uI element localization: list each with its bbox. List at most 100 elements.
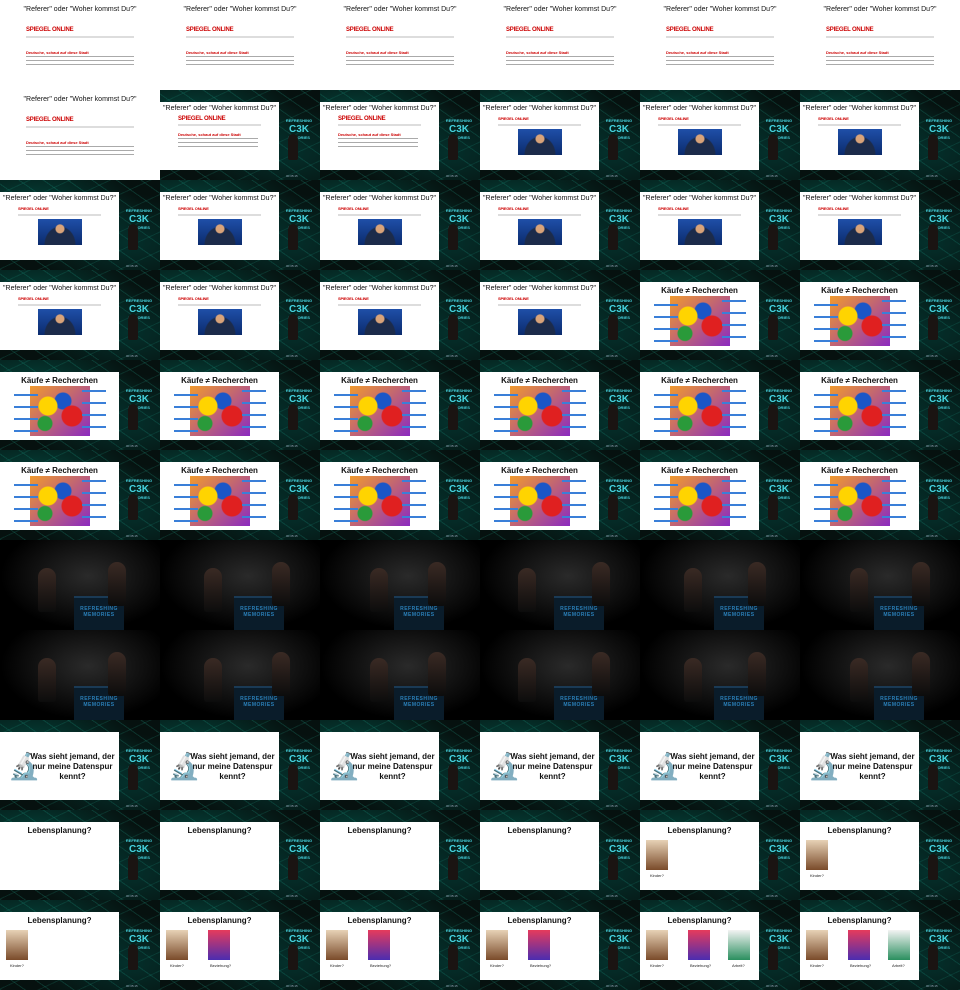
article-title: Deutsche, schaut auf diese Stadt — [826, 50, 889, 55]
timestamp: 00:35:15 — [286, 444, 298, 448]
thumbnail-referer-spiegel[interactable]: "Referer" oder "Woher kommst Du?" SPIEGEL… — [320, 0, 480, 90]
thumbnail-leben[interactable]: Lebensplanung? Kinder? REFRESHING C3K MEMORI… — [0, 900, 160, 990]
thumbnail-stage[interactable]: REFRESHING MEMORIES — [640, 540, 800, 630]
nav-bar — [26, 36, 134, 38]
thumbnail-stage[interactable]: REFRESHING MEMORIES — [160, 630, 320, 720]
book-cover — [528, 930, 550, 960]
thumbnail-referer-spiegel[interactable]: "Referer" oder "Woher kommst Du?" SPIEGEL… — [0, 0, 160, 90]
thumbnail-kaeufe[interactable]: Käufe ≠ Recherchen REFRESHING C3K MEMORIES 0… — [0, 360, 160, 450]
thumbnail-referer-spiegel[interactable]: "Referer" oder "Woher kommst Du?" SPIEGEL… — [160, 0, 320, 90]
thumbnail-referer-spiegel[interactable]: "Referer" oder "Woher kommst Du?" SPIEGEL… — [480, 0, 640, 90]
thumbnail-referer-video[interactable]: "Referer" oder "Woher kommst Du?" SPIEGEL… — [0, 270, 160, 360]
slide: Lebensplanung? — [0, 822, 119, 890]
thumbnail-kaeufe[interactable]: Käufe ≠ Recherchen REFRESHING C3K MEMORIES 0… — [800, 360, 960, 450]
thumbnail-leben[interactable]: Lebensplanung? Kinder? REFRESHING C3K MEMORI… — [800, 810, 960, 900]
thumbnail-stage[interactable]: REFRESHING MEMORIES — [480, 630, 640, 720]
thumbnail-stage[interactable]: REFRESHING MEMORIES — [160, 540, 320, 630]
thumbnail-stage[interactable]: REFRESHING MEMORIES — [320, 540, 480, 630]
speaker-mini — [288, 134, 298, 160]
thumbnail-referer-video[interactable]: "Referer" oder "Woher kommst Du?" SPIEGEL… — [320, 180, 480, 270]
thumbnail-leben[interactable]: Lebensplanung? REFRESHING C3K MEMORIES 00:35… — [0, 810, 160, 900]
thumbnail-stage[interactable]: REFRESHING MEMORIES — [800, 630, 960, 720]
thumbnail-referer-video[interactable]: "Referer" oder "Woher kommst Du?" SPIEGEL… — [800, 90, 960, 180]
thumbnail-referer-video[interactable]: "Referer" oder "Woher kommst Du?" SPIEGEL… — [160, 270, 320, 360]
thumbnail-leben[interactable]: Lebensplanung? REFRESHING C3K MEMORIES 00:35… — [160, 810, 320, 900]
slide-title: "Referer" oder "Woher kommst Du?" — [663, 6, 777, 13]
book-caption: Kinder? — [10, 963, 24, 968]
thumbnail-datenspur[interactable]: 🔬 Was sieht jemand, der nur meine Datensp… — [640, 720, 800, 810]
thumbnail-kaeufe[interactable]: Käufe ≠ Recherchen REFRESHING C3K MEMORIES 0… — [480, 450, 640, 540]
arrow — [174, 520, 198, 522]
thumbnail-referer-video[interactable]: "Referer" oder "Woher kommst Du?" SPIEGEL… — [320, 270, 480, 360]
nav-bar — [506, 36, 614, 38]
thumbnail-referer-spiegel[interactable]: "Referer" oder "Woher kommst Du?" SPIEGEL… — [0, 90, 160, 180]
thumbnail-referer-video[interactable]: "Referer" oder "Woher kommst Du?" SPIEGEL… — [480, 90, 640, 180]
thumbnail-kaeufe[interactable]: Käufe ≠ Recherchen REFRESHING C3K MEMORIES 0… — [160, 450, 320, 540]
thumbnail-referer-spiegel[interactable]: "Referer" oder "Woher kommst Du?" SPIEGEL… — [800, 0, 960, 90]
thumbnail-referer-video[interactable]: "Referer" oder "Woher kommst Du?" SPIEGEL… — [480, 180, 640, 270]
thumbnail-leben[interactable]: Lebensplanung? Kinder? Beziehung? REFRESHIN… — [480, 900, 640, 990]
arrow — [722, 402, 746, 404]
thumbnail-datenspur[interactable]: 🔬 Was sieht jemand, der nur meine Datensp… — [800, 720, 960, 810]
thumbnail-stage[interactable]: REFRESHING MEMORIES — [800, 540, 960, 630]
thumbnail-stage[interactable]: REFRESHING MEMORIES — [480, 540, 640, 630]
side-logo-bottom: MEMORIES — [128, 945, 150, 950]
slide-title: "Referer" oder "Woher kommst Du?" — [3, 195, 116, 202]
thumbnail-kaeufe[interactable]: Käufe ≠ Recherchen REFRESHING C3K MEMORIES 0… — [320, 450, 480, 540]
thumbnail-leben[interactable]: Lebensplanung? Kinder? Beziehung? Arbeit? RE… — [800, 900, 960, 990]
podium: REFRESHING MEMORIES — [74, 596, 124, 630]
side-logo-bottom: MEMORIES — [768, 855, 790, 860]
speaker-mini — [448, 134, 458, 160]
thumbnail-kaeufe[interactable]: Käufe ≠ Recherchen REFRESHING C3K MEMORIES 0… — [640, 270, 800, 360]
thumbnail-stage[interactable]: REFRESHING MEMORIES — [0, 540, 160, 630]
side-logo: REFRESHING C3K MEMORIES — [281, 298, 317, 321]
slide: Käufe ≠ Recherchen — [320, 462, 439, 530]
side-logo-top: REFRESHING — [445, 748, 473, 753]
thumbnail-referer-video[interactable]: "Referer" oder "Woher kommst Du?" SPIEGEL… — [800, 180, 960, 270]
speaker-mini — [448, 854, 458, 880]
thumbnail-kaeufe[interactable]: Käufe ≠ Recherchen REFRESHING C3K MEMORIES 0… — [480, 360, 640, 450]
thumbnail-datenspur[interactable]: 🔬 Was sieht jemand, der nur meine Datensp… — [480, 720, 640, 810]
thumbnail-referer-spiegel[interactable]: "Referer" oder "Woher kommst Du?" SPIEGEL… — [320, 90, 480, 180]
thumbnail-kaeufe[interactable]: Käufe ≠ Recherchen REFRESHING C3K MEMORIES 0… — [800, 450, 960, 540]
thumbnail-referer-spiegel[interactable]: "Referer" oder "Woher kommst Du?" SPIEGEL… — [640, 0, 800, 90]
thumbnail-leben[interactable]: Lebensplanung? Kinder? Beziehung? REFRESHIN… — [160, 900, 320, 990]
timestamp: 00:35:15 — [926, 174, 938, 178]
thumbnail-leben[interactable]: Lebensplanung? Kinder? Beziehung? REFRESHIN… — [320, 900, 480, 990]
thumbnail-kaeufe[interactable]: Käufe ≠ Recherchen REFRESHING C3K MEMORIES 0… — [0, 450, 160, 540]
thumbnail-kaeufe[interactable]: Käufe ≠ Recherchen REFRESHING C3K MEMORIES 0… — [640, 360, 800, 450]
thumbnail-leben[interactable]: Lebensplanung? REFRESHING C3K MEMORIES 00:35… — [320, 810, 480, 900]
thumbnail-referer-spiegel[interactable]: "Referer" oder "Woher kommst Du?" SPIEGEL… — [160, 90, 320, 180]
thumbnail-stage[interactable]: REFRESHING MEMORIES — [320, 630, 480, 720]
thumbnail-referer-video[interactable]: "Referer" oder "Woher kommst Du?" SPIEGEL… — [0, 180, 160, 270]
podium-text: REFRESHING MEMORIES — [400, 606, 438, 618]
thumbnail-referer-video[interactable]: "Referer" oder "Woher kommst Du?" SPIEGEL… — [640, 90, 800, 180]
thumbnail-stage[interactable]: REFRESHING MEMORIES — [640, 630, 800, 720]
article-title: Deutsche, schaut auf diese Stadt — [26, 50, 89, 55]
thumbnail-referer-video[interactable]: "Referer" oder "Woher kommst Du?" SPIEGEL… — [160, 180, 320, 270]
thumbnail-kaeufe[interactable]: Käufe ≠ Recherchen REFRESHING C3K MEMORIES 0… — [640, 450, 800, 540]
thumbnail-referer-video[interactable]: "Referer" oder "Woher kommst Du?" SPIEGEL… — [640, 180, 800, 270]
thumbnail-referer-video[interactable]: "Referer" oder "Woher kommst Du?" SPIEGEL… — [480, 270, 640, 360]
thumbnail-datenspur[interactable]: 🔬 Was sieht jemand, der nur meine Datensp… — [0, 720, 160, 810]
thumbnail-kaeufe[interactable]: Käufe ≠ Recherchen REFRESHING C3K MEMORIES 0… — [320, 360, 480, 450]
speaker-right — [592, 562, 610, 606]
thumbnail-kaeufe[interactable]: Käufe ≠ Recherchen REFRESHING C3K MEMORIES 0… — [160, 360, 320, 450]
arrow — [882, 504, 906, 506]
thumbnail-datenspur[interactable]: 🔬 Was sieht jemand, der nur meine Datensp… — [160, 720, 320, 810]
side-logo-c3k: C3K — [768, 304, 789, 315]
timestamp: 00:35:15 — [766, 534, 778, 538]
side-logo-bottom: MEMORIES — [608, 225, 630, 230]
side-logo: REFRESHING C3K MEMORIES — [121, 838, 157, 861]
thumbnail-leben[interactable]: Lebensplanung? REFRESHING C3K MEMORIES 00:35… — [480, 810, 640, 900]
thumbnail-leben[interactable]: Lebensplanung? Kinder? REFRESHING C3K MEMORI… — [640, 810, 800, 900]
side-logo: REFRESHING C3K MEMORIES — [281, 748, 317, 771]
thumbnail-stage[interactable]: REFRESHING MEMORIES — [0, 630, 160, 720]
thumbnail-kaeufe[interactable]: Käufe ≠ Recherchen REFRESHING C3K MEMORIES 0… — [800, 270, 960, 360]
thumbnail-leben[interactable]: Lebensplanung? Kinder? Beziehung? Arbeit? RE… — [640, 900, 800, 990]
thumbnail-datenspur[interactable]: 🔬 Was sieht jemand, der nur meine Datensp… — [320, 720, 480, 810]
side-logo-top: REFRESHING — [925, 208, 953, 213]
timestamp: 00:35:15 — [446, 804, 458, 808]
side-logo-c3k: C3K — [768, 484, 789, 495]
